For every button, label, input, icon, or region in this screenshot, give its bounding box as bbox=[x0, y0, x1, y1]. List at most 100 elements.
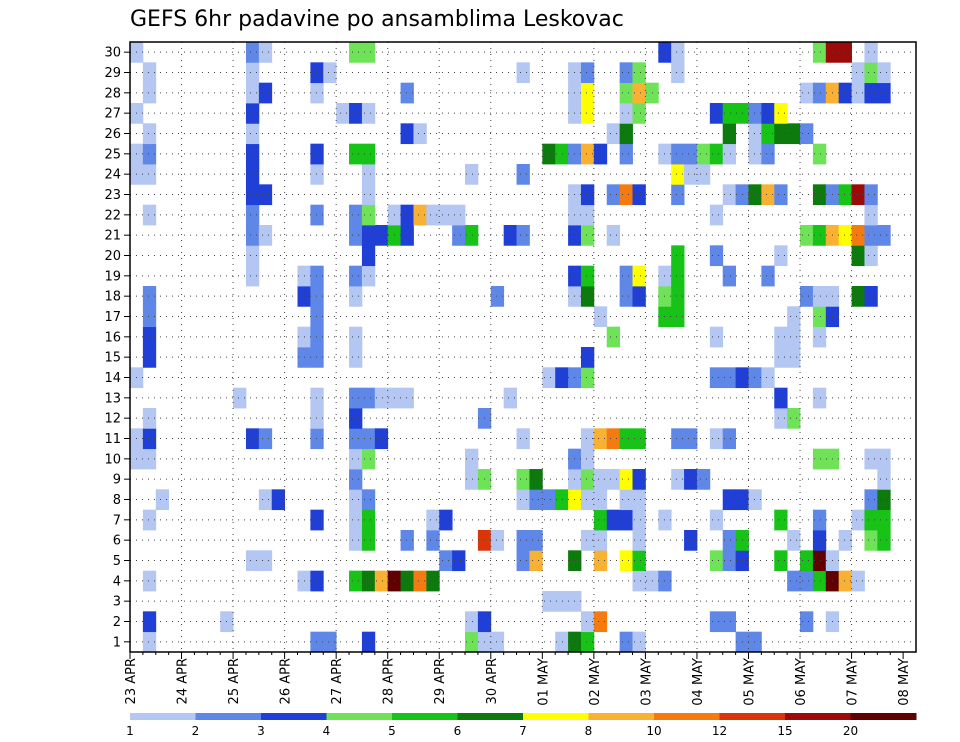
heatmap-cell bbox=[245, 103, 260, 124]
heatmap-cell bbox=[529, 530, 543, 551]
heatmap-cell bbox=[439, 550, 453, 572]
y-tick-label: 27 bbox=[104, 107, 121, 122]
heatmap-cell bbox=[864, 225, 878, 246]
heatmap-cell bbox=[142, 62, 157, 84]
heatmap-cell bbox=[465, 225, 479, 246]
heatmap-cell bbox=[374, 428, 389, 450]
heatmap-cell bbox=[748, 143, 762, 165]
color-bar-segment bbox=[785, 713, 851, 720]
dotted-grid bbox=[130, 42, 916, 652]
heatmap-cell bbox=[580, 143, 595, 165]
heatmap-cell bbox=[671, 184, 685, 206]
heatmap-cell bbox=[580, 428, 595, 450]
heatmap-cell bbox=[722, 103, 737, 124]
heatmap-cell bbox=[632, 62, 646, 84]
heatmap-cell bbox=[361, 42, 376, 63]
heatmap-cell bbox=[542, 591, 556, 612]
heatmap-cell bbox=[374, 225, 389, 246]
heatmap-cell bbox=[800, 286, 814, 307]
heatmap-cell bbox=[349, 428, 363, 450]
heatmap-cell bbox=[529, 550, 543, 572]
heatmap-cell bbox=[349, 408, 363, 429]
heatmap-cell bbox=[245, 204, 260, 226]
heatmap-cell bbox=[722, 184, 737, 206]
heatmap-cell bbox=[593, 489, 608, 511]
heatmap-cell bbox=[787, 570, 801, 592]
color-bar-label: 4 bbox=[323, 724, 331, 738]
heatmap-cell bbox=[258, 82, 273, 104]
heatmap-cell bbox=[684, 530, 698, 551]
heatmap-cell bbox=[142, 164, 157, 185]
heatmap-cell bbox=[349, 509, 363, 531]
heatmap-cell bbox=[465, 611, 479, 633]
heatmap-cell bbox=[748, 631, 762, 653]
heatmap-cell bbox=[838, 82, 852, 104]
x-tick-label: 04 MAY bbox=[691, 658, 706, 706]
heatmap-cell bbox=[864, 448, 878, 470]
heatmap-cell bbox=[349, 570, 363, 592]
heatmap-cell bbox=[606, 428, 621, 450]
heatmap-cell bbox=[696, 164, 711, 185]
heatmap-cell bbox=[864, 82, 878, 104]
heatmap-cell bbox=[245, 225, 260, 246]
heatmap-cell bbox=[245, 42, 260, 63]
heatmap-cell bbox=[310, 428, 324, 450]
heatmap-cell bbox=[709, 326, 724, 348]
heatmap-cell bbox=[812, 42, 827, 63]
heatmap-cell bbox=[529, 469, 543, 490]
heatmap-cell bbox=[310, 570, 324, 592]
heatmap-cell bbox=[452, 225, 466, 246]
heatmap-cell bbox=[452, 204, 466, 226]
heatmap-cell bbox=[349, 489, 363, 511]
heatmap-cell bbox=[774, 387, 788, 409]
y-axis: 1234567891011121314151617181920212223242… bbox=[104, 46, 130, 650]
heatmap-cell bbox=[851, 184, 865, 206]
heatmap-cell bbox=[580, 204, 595, 226]
x-tick-label: 23 APR bbox=[124, 658, 139, 704]
heatmap-cell bbox=[774, 245, 788, 267]
color-bar-segment bbox=[523, 713, 589, 720]
heatmap-cell bbox=[542, 489, 556, 511]
color-bar-segment bbox=[326, 713, 393, 720]
y-tick-label: 23 bbox=[104, 188, 121, 203]
heatmap-cell bbox=[671, 286, 685, 307]
heatmap-cell bbox=[709, 143, 724, 165]
y-tick-label: 19 bbox=[104, 269, 121, 284]
heatmap-cell bbox=[323, 631, 337, 653]
y-tick-label: 30 bbox=[104, 46, 121, 61]
heatmap-cell bbox=[671, 164, 685, 185]
heatmap-cell bbox=[761, 123, 775, 145]
heatmap-cell bbox=[555, 489, 569, 511]
color-bar-label: 6 bbox=[454, 724, 462, 738]
heatmap-cell bbox=[245, 62, 260, 84]
heatmap-cell bbox=[400, 204, 414, 226]
heatmap-cell bbox=[787, 123, 801, 145]
heatmap-cell bbox=[349, 204, 363, 226]
x-tick-label: 05 MAY bbox=[742, 658, 757, 706]
heatmap-cell bbox=[426, 509, 440, 531]
heatmap-cell bbox=[349, 530, 363, 551]
heatmap-cell bbox=[812, 225, 827, 246]
heatmap-cell bbox=[361, 509, 376, 531]
heatmap-cell bbox=[593, 428, 608, 450]
heatmap-cell bbox=[580, 448, 595, 470]
heatmap-cell bbox=[838, 530, 852, 551]
heatmap-cell bbox=[748, 184, 762, 206]
heatmap-cell bbox=[619, 62, 633, 84]
heatmap-cell bbox=[593, 550, 608, 572]
heatmap-cell bbox=[580, 489, 595, 511]
heatmap-cell bbox=[722, 143, 737, 165]
heatmap-cell bbox=[619, 143, 633, 165]
color-bar-label: 5 bbox=[388, 724, 396, 738]
heatmap-cell bbox=[619, 428, 633, 450]
heatmap-cell bbox=[580, 225, 595, 246]
heatmap-cell bbox=[774, 347, 788, 368]
y-tick-label: 8 bbox=[113, 493, 121, 508]
heatmap-cell bbox=[361, 265, 376, 287]
plot-frame bbox=[129, 41, 917, 653]
heatmap-cell bbox=[258, 225, 273, 246]
heatmap-cell bbox=[619, 82, 633, 104]
heatmap-cell bbox=[774, 550, 788, 572]
heatmap-cell bbox=[838, 42, 852, 63]
